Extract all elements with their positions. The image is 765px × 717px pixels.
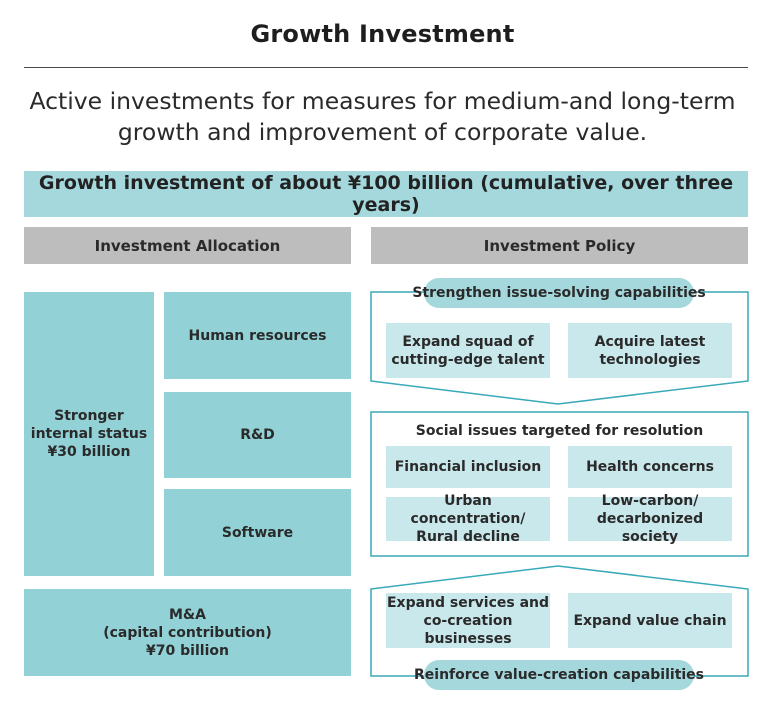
low-carbon-box: Low-carbon/ decarbonized society [568,493,732,545]
subtitle: Active investments for measures for medi… [29,87,736,146]
page-title: Growth Investment [250,20,515,48]
internal-status-box: Stronger internal status ¥30 billion [24,292,154,576]
urban-rural-box: Urban concentration/ Rural decline [386,493,550,545]
mna-box: M&A (capital contribution) ¥70 billion [24,589,351,676]
value-chain-box: Expand value chain [568,593,732,648]
reinforce-pill: Reinforce value-creation capabilities [414,660,704,690]
talent-box: Expand squad of cutting-edge talent [386,323,550,378]
health-concerns-box: Health concerns [568,446,732,488]
strengthen-pill: Strengthen issue-solving capabilities [412,278,706,308]
software-box: Software [164,489,351,576]
services-cocreation-box: Expand services and co-creation business… [386,593,550,648]
policy-header: Investment Policy [371,227,748,264]
rnd-box: R&D [164,392,351,478]
financial-inclusion-box: Financial inclusion [386,446,550,488]
human-resources-box: Human resources [164,292,351,379]
title-divider [24,67,748,68]
investment-banner: Growth investment of about ¥100 billion … [24,171,748,217]
social-issues-label: Social issues targeted for resolution [415,423,704,439]
technologies-box: Acquire latest technologies [568,323,732,378]
allocation-header: Investment Allocation [24,227,351,264]
